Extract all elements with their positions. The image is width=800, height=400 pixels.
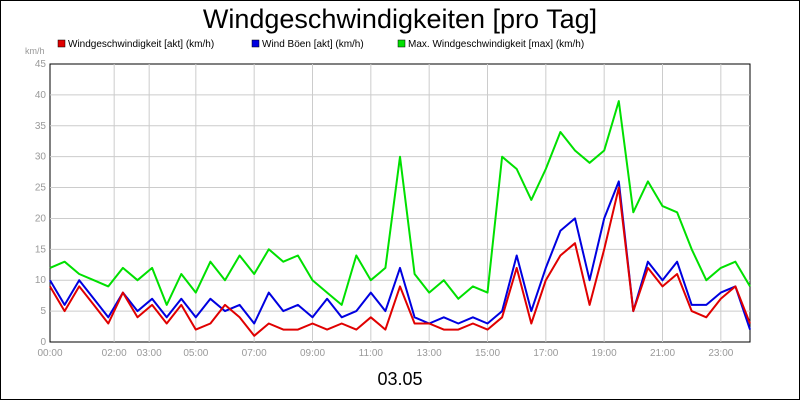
y-tick-label: 30 <box>35 152 47 163</box>
x-axis-ticks: 00:00 02:00 03:00 05:00 07:00 09:00 11:00 13:00… <box>37 348 733 359</box>
x-tick-label: 19:00 <box>592 348 617 359</box>
x-tick-label: 11:00 <box>359 348 384 359</box>
y-axis-ticks: 0 5 10 15 20 25 30 35 40 45 <box>35 59 47 348</box>
x-tick-label: 21:00 <box>650 348 675 359</box>
y-tick-label: 0 <box>40 337 46 348</box>
legend-swatch <box>57 39 66 48</box>
y-tick-label: 25 <box>35 183 47 194</box>
x-tick-label: 23:00 <box>708 348 733 359</box>
x-tick-label: 13:00 <box>417 348 442 359</box>
y-tick-label: 10 <box>35 275 47 286</box>
x-tick-label: 02:00 <box>102 348 127 359</box>
legend-label: Windgeschwindigkeit [akt] (km/h) <box>68 39 214 50</box>
legend-swatch <box>251 39 260 48</box>
y-tick-label: 15 <box>35 244 47 255</box>
y-tick-label: 40 <box>35 90 47 101</box>
legend-label: Max. Windgeschwindigkeit [max] (km/h) <box>408 39 584 50</box>
y-tick-label: 5 <box>40 306 46 317</box>
x-tick-label: 15:00 <box>475 348 500 359</box>
x-tick-label: 07:00 <box>242 348 267 359</box>
y-tick-label: 45 <box>35 59 47 70</box>
x-tick-label: 17:00 <box>533 348 558 359</box>
y-tick-label: 20 <box>35 213 47 224</box>
series-line-0 <box>49 186 751 337</box>
x-tick-label: 03:00 <box>137 348 162 359</box>
legend-swatch <box>397 39 406 48</box>
series-layer <box>49 100 751 337</box>
x-tick-label: 09:00 <box>300 348 325 359</box>
legend: Windgeschwindigkeit [akt] (km/h) Wind Böe… <box>57 39 584 50</box>
series-line-2 <box>49 100 751 306</box>
x-tick-label: 00:00 <box>37 348 62 359</box>
plot-area <box>49 63 751 343</box>
x-axis-date-label: 03.05 <box>377 369 422 389</box>
y-tick-label: 35 <box>35 121 47 132</box>
chart-title: Windgeschwindigkeiten [pro Tag] <box>203 4 597 34</box>
legend-label: Wind Böen [akt] (km/h) <box>262 39 364 50</box>
x-tick-label: 05:00 <box>183 348 208 359</box>
y-axis-unit-label: km/h <box>25 46 45 56</box>
